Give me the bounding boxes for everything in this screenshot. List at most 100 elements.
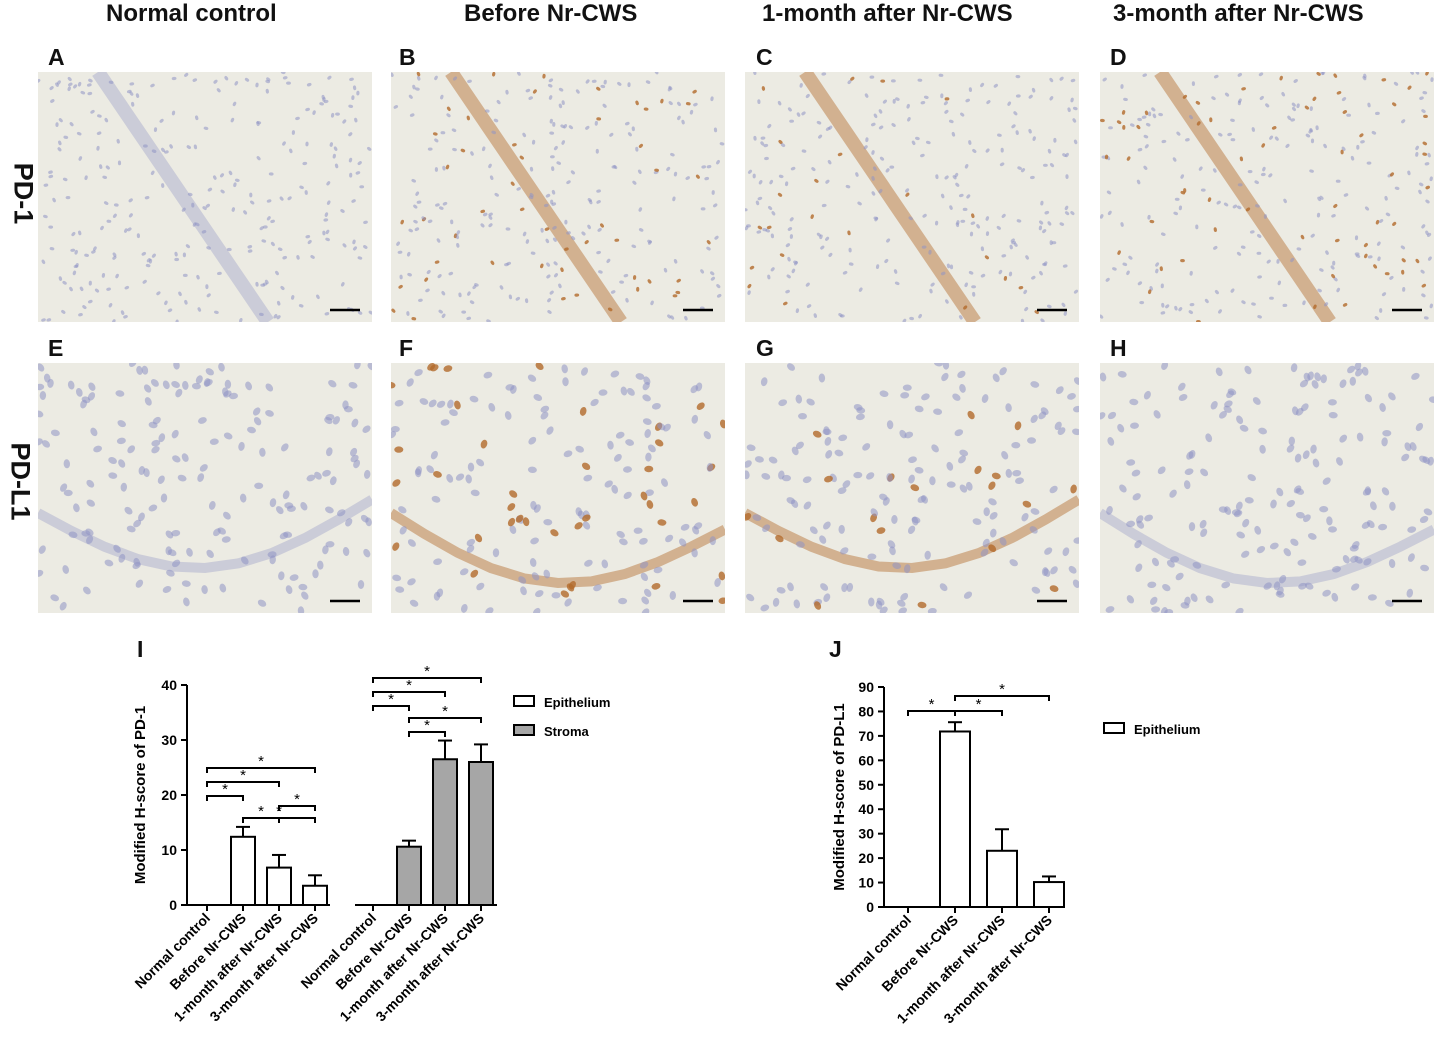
cell-nucleus: [280, 286, 285, 290]
cell-nucleus: [1209, 117, 1213, 123]
cell-nucleus: [342, 547, 350, 556]
cell-nucleus: [433, 591, 441, 601]
cell-nucleus: [268, 172, 274, 176]
cell-nucleus: [84, 253, 89, 257]
cell-nucleus: [762, 524, 771, 533]
cell-nucleus: [980, 82, 985, 88]
cell-nucleus: [1134, 540, 1142, 549]
cell-nucleus: [295, 116, 300, 121]
cell-nucleus: [483, 371, 493, 379]
cell-nucleus: [644, 429, 651, 438]
cell-nucleus: [966, 194, 971, 199]
cell-nucleus: [1378, 219, 1384, 223]
cell-nucleus: [1401, 119, 1406, 124]
cell-nucleus: [1283, 198, 1287, 204]
cell-nucleus: [766, 225, 772, 230]
cell-nucleus: [910, 484, 920, 492]
cell-nucleus: [124, 506, 133, 515]
bar: [939, 730, 971, 908]
cell-nucleus: [1005, 468, 1013, 478]
bar: [266, 866, 292, 906]
cell-nucleus: [181, 207, 186, 212]
cell-nucleus: [594, 120, 598, 126]
cell-nucleus: [208, 500, 216, 510]
cell-nucleus: [141, 365, 149, 375]
cell-nucleus: [990, 528, 997, 538]
cell-nucleus: [930, 282, 935, 287]
cell-nucleus: [1307, 532, 1317, 540]
cell-nucleus: [442, 165, 446, 171]
cell-nucleus: [96, 131, 102, 135]
cell-nucleus: [869, 75, 875, 79]
cell-nucleus: [352, 239, 356, 245]
cell-nucleus: [399, 274, 403, 280]
cell-nucleus: [62, 565, 70, 574]
cell-nucleus: [1007, 101, 1012, 106]
cell-nucleus: [1112, 267, 1117, 271]
cell-nucleus: [353, 459, 361, 469]
cell-nucleus: [1021, 513, 1029, 522]
cell-nucleus: [1025, 255, 1029, 260]
cell-nucleus: [1364, 253, 1368, 259]
cell-nucleus: [711, 190, 715, 195]
cell-nucleus: [265, 79, 271, 84]
cell-nucleus: [886, 473, 893, 483]
cell-nucleus: [575, 507, 583, 517]
cell-nucleus: [177, 474, 187, 482]
cell-nucleus: [549, 118, 553, 124]
cell-nucleus: [1411, 372, 1420, 380]
cell-nucleus: [81, 530, 91, 537]
cell-nucleus: [259, 312, 264, 317]
cell-nucleus: [291, 295, 295, 300]
cell-nucleus: [62, 280, 67, 285]
cell-nucleus: [853, 471, 863, 479]
cell-nucleus: [905, 188, 910, 193]
cell-nucleus: [1030, 381, 1040, 388]
cell-nucleus: [625, 439, 635, 446]
cell-nucleus: [186, 145, 192, 149]
cell-nucleus: [821, 72, 827, 76]
cell-nucleus: [1288, 436, 1296, 446]
cell-nucleus: [255, 82, 259, 88]
cell-nucleus: [1339, 434, 1348, 443]
cell-nucleus: [334, 163, 339, 169]
cell-nucleus: [129, 82, 135, 86]
cell-nucleus: [1070, 78, 1076, 83]
cell-nucleus: [603, 79, 607, 85]
cell-nucleus: [452, 147, 457, 152]
cell-nucleus: [206, 293, 211, 298]
cell-nucleus: [94, 288, 100, 293]
cell-nucleus: [1232, 204, 1238, 209]
cell-nucleus: [600, 223, 604, 228]
cell-nucleus: [999, 367, 1007, 376]
cell-nucleus: [159, 118, 164, 123]
cell-nucleus: [480, 209, 486, 214]
tissue-background: [391, 363, 725, 613]
cell-nucleus: [1292, 406, 1299, 416]
cell-nucleus: [68, 531, 78, 539]
significance-star: *: [240, 767, 246, 784]
cell-nucleus: [787, 256, 791, 262]
cell-nucleus: [528, 96, 533, 100]
cell-nucleus: [545, 193, 551, 198]
cell-nucleus: [348, 157, 353, 163]
cell-nucleus: [116, 437, 126, 445]
cell-nucleus: [427, 363, 436, 371]
cell-nucleus: [266, 216, 271, 221]
cell-nucleus: [1421, 293, 1426, 298]
cell-nucleus: [1073, 139, 1078, 145]
cell-nucleus: [1394, 186, 1400, 190]
cell-nucleus: [1054, 421, 1062, 430]
cell-nucleus: [1349, 555, 1359, 563]
cell-nucleus: [480, 439, 488, 449]
cell-nucleus: [667, 86, 672, 92]
cell-nucleus: [273, 314, 278, 319]
cell-nucleus: [1132, 493, 1141, 501]
cell-nucleus: [1199, 519, 1207, 529]
cell-nucleus: [279, 532, 289, 540]
cell-nucleus: [604, 480, 613, 488]
cell-nucleus: [760, 141, 765, 146]
cell-nucleus: [524, 298, 529, 304]
cell-nucleus: [952, 393, 961, 401]
cell-nucleus: [1067, 107, 1071, 113]
